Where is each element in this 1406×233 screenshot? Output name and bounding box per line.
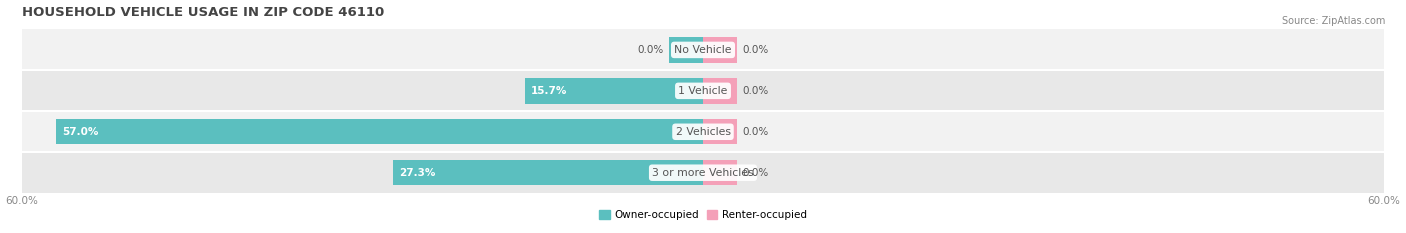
Text: 27.3%: 27.3% xyxy=(399,168,436,178)
Bar xyxy=(22,70,1384,111)
Bar xyxy=(22,29,1384,70)
Bar xyxy=(22,152,1384,193)
Legend: Owner-occupied, Renter-occupied: Owner-occupied, Renter-occupied xyxy=(595,206,811,224)
Bar xyxy=(394,160,703,185)
Text: 3 or more Vehicles: 3 or more Vehicles xyxy=(652,168,754,178)
Bar xyxy=(703,37,737,63)
Text: 2 Vehicles: 2 Vehicles xyxy=(675,127,731,137)
Bar xyxy=(22,111,1384,152)
Text: HOUSEHOLD VEHICLE USAGE IN ZIP CODE 46110: HOUSEHOLD VEHICLE USAGE IN ZIP CODE 4611… xyxy=(22,6,384,19)
Bar xyxy=(669,37,703,63)
Text: 57.0%: 57.0% xyxy=(62,127,98,137)
Text: 0.0%: 0.0% xyxy=(637,45,664,55)
Text: 0.0%: 0.0% xyxy=(742,127,769,137)
Bar xyxy=(524,78,703,103)
Bar xyxy=(703,119,737,144)
Bar xyxy=(703,78,737,103)
Text: 1 Vehicle: 1 Vehicle xyxy=(678,86,728,96)
Text: Source: ZipAtlas.com: Source: ZipAtlas.com xyxy=(1281,16,1385,26)
Bar xyxy=(703,160,737,185)
Text: 0.0%: 0.0% xyxy=(742,45,769,55)
Bar xyxy=(56,119,703,144)
Text: No Vehicle: No Vehicle xyxy=(675,45,731,55)
Text: 0.0%: 0.0% xyxy=(742,168,769,178)
Text: 0.0%: 0.0% xyxy=(742,86,769,96)
Text: 15.7%: 15.7% xyxy=(530,86,567,96)
